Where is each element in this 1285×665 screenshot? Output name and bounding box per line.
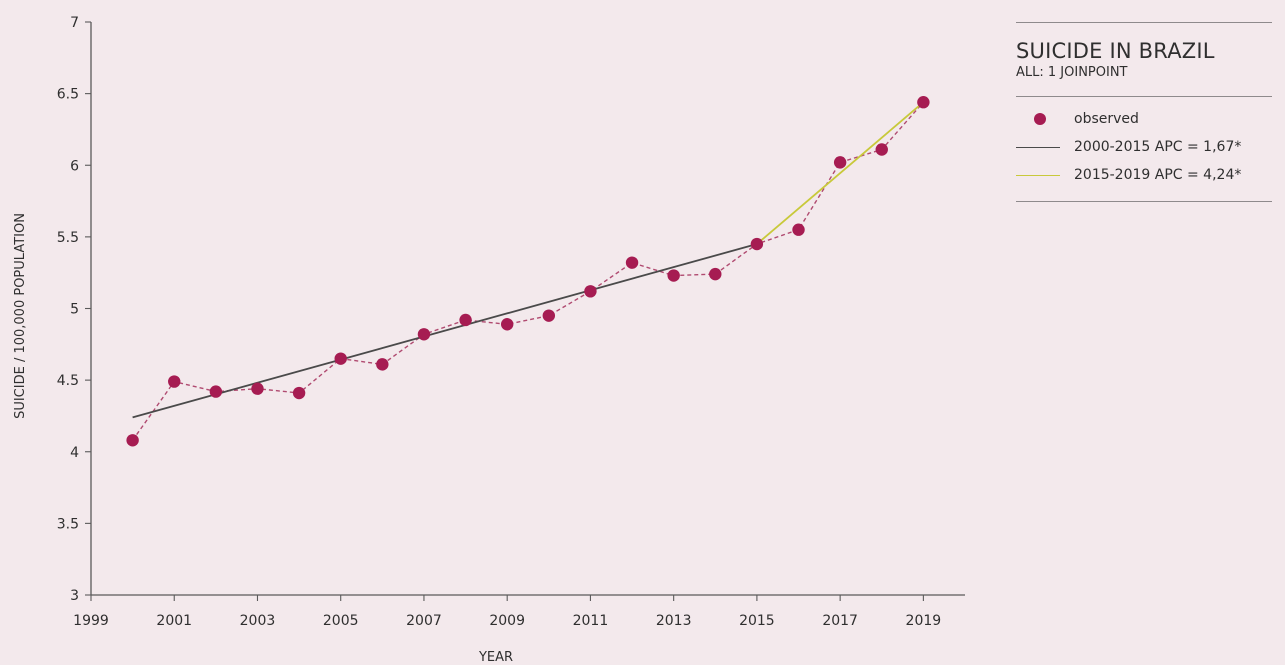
legend-label-segment-1: 2000-2015 APC = 1,67* [1074,139,1242,155]
observed-point [917,96,930,109]
trend-segment-1 [132,243,758,419]
x-tick-label: 1999 [73,613,109,629]
x-tick-label: 2019 [906,613,942,629]
observed-point [542,309,556,322]
legend-label-observed: observed [1074,111,1139,127]
legend-items: observed 2000-2015 APC = 1,67* 2015-2019… [1016,105,1272,189]
chart-subtitle: ALL: 1 JOINPOINT [1016,65,1128,80]
observed-point [875,143,888,156]
x-tick-label: 2001 [156,613,192,629]
observed-point [750,237,764,251]
legend-line-icon [1016,174,1060,176]
x-tick-label: 2009 [489,613,525,629]
observed-point [667,269,680,282]
x-tick-label: 2003 [240,613,276,629]
legend-key-segment-1 [1016,146,1066,148]
observed-point [459,313,472,327]
y-axis-label: SUICIDE / 100,000 POPULATION [13,213,28,419]
observed-point [417,328,431,341]
observed-point [334,352,347,365]
observed-point [625,256,639,269]
x-tick-label: 2015 [739,613,775,629]
y-tick-label: 4 [70,445,79,461]
observed-point [584,285,597,298]
legend-top-rule [1016,22,1272,23]
observed-dashed-line [132,101,924,441]
x-tick-label: 2007 [406,613,442,629]
legend-item-observed: observed [1016,105,1272,133]
legend-dot-icon [1034,113,1046,125]
chart-title: SUICIDE IN BRAZIL [1016,39,1215,63]
y-tick-label: 7 [70,15,79,31]
y-tick-label: 4.5 [57,373,79,389]
legend-label-segment-2: 2015-2019 APC = 4,24* [1074,167,1242,183]
observed-point [376,358,389,371]
legend-item-segment-1: 2000-2015 APC = 1,67* [1016,133,1272,161]
legend-middle-rule [1016,96,1272,97]
observed-point [500,318,514,331]
y-tick-label: 5 [70,302,79,318]
x-axis-label: YEAR [478,650,513,665]
observed-point [251,382,264,395]
legend: SUICIDE IN BRAZIL ALL: 1 JOINPOINT obser… [1016,22,1272,202]
x-tick-label: 2011 [573,613,609,629]
y-tick-label: 3.5 [57,516,79,532]
observed-point [209,385,223,398]
legend-line-icon [1016,146,1060,148]
legend-key-observed [1016,113,1066,125]
observed-point [292,386,306,400]
legend-bottom-rule [1016,201,1272,202]
y-tick-label: 6.5 [57,87,79,103]
series-layer [126,96,930,447]
observed-point [709,267,722,281]
x-tick-label: 2005 [323,613,359,629]
trend-segment-2 [756,101,924,245]
observed-point [833,156,847,169]
x-tick-label: 2013 [656,613,692,629]
y-tick-label: 5.5 [57,230,79,246]
legend-item-segment-2: 2015-2019 APC = 4,24* [1016,161,1272,189]
y-tick-label: 6 [70,158,79,174]
observed-point [126,434,139,447]
observed-point [792,223,805,236]
observed-point [168,375,181,388]
y-tick-label: 3 [70,588,79,604]
x-tick-label: 2017 [822,613,858,629]
axes: 3 3.5 4 4.5 5 5.5 6 6.5 7 1999 2001 2003 2005 2007 200… [57,15,965,629]
legend-key-segment-2 [1016,174,1066,176]
